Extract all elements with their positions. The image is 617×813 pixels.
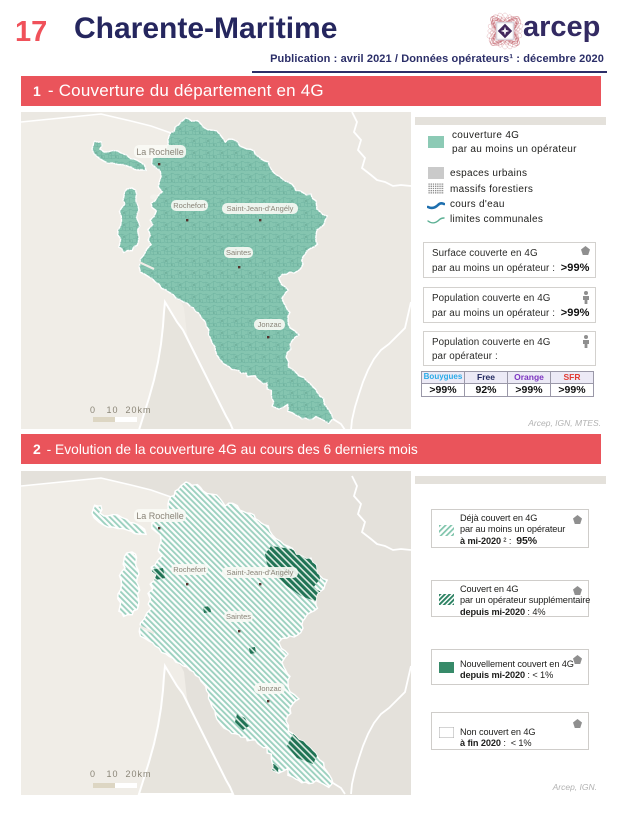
svg-text:0 10 20km: 0 10 20km (90, 405, 152, 415)
svg-text:Rochefort: Rochefort (173, 201, 206, 210)
svg-text:Rochefort: Rochefort (173, 565, 206, 574)
svg-text:Saintes: Saintes (226, 248, 251, 257)
svg-text:arcep: arcep (523, 11, 600, 43)
svg-text:Saint-Jean-d'Angély: Saint-Jean-d'Angély (227, 204, 294, 213)
svg-text:Saintes: Saintes (226, 612, 251, 621)
svg-text:Saint-Jean-d'Angély: Saint-Jean-d'Angély (227, 568, 294, 577)
svg-text:La Rochelle: La Rochelle (136, 147, 184, 157)
svg-text:0 10 20km: 0 10 20km (90, 769, 152, 779)
svg-text:Jonzac: Jonzac (258, 684, 282, 693)
svg-text:Jonzac: Jonzac (258, 320, 282, 329)
svg-text:La Rochelle: La Rochelle (136, 511, 184, 521)
